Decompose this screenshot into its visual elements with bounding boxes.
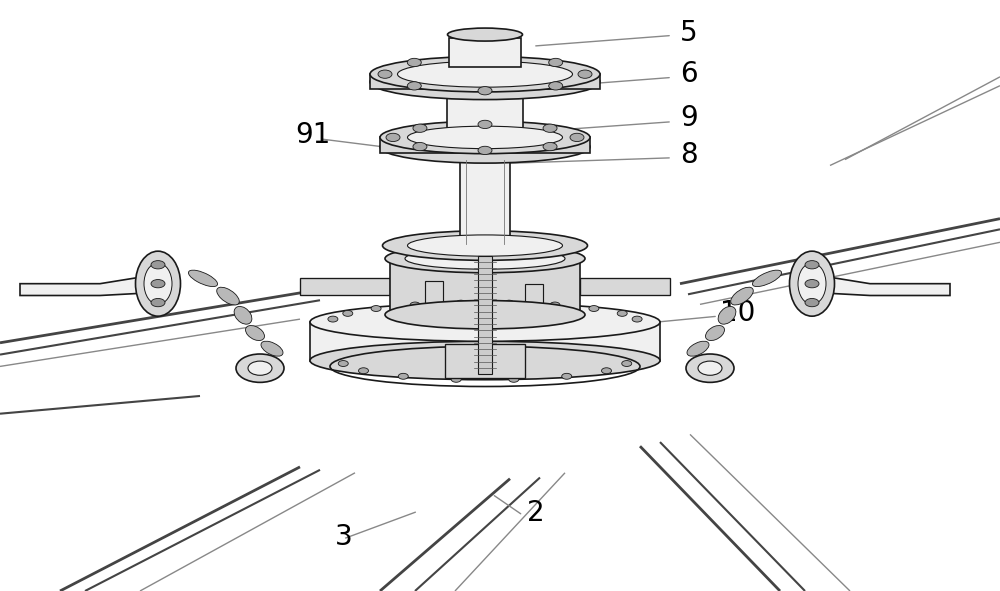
Ellipse shape <box>382 231 588 260</box>
Ellipse shape <box>380 131 590 163</box>
Circle shape <box>407 59 421 67</box>
Circle shape <box>378 70 392 78</box>
Circle shape <box>570 133 584 141</box>
Circle shape <box>549 59 563 67</box>
Circle shape <box>236 354 284 382</box>
Bar <box>370 74 600 89</box>
Text: 8: 8 <box>680 141 698 169</box>
Ellipse shape <box>380 121 590 154</box>
Bar <box>300 278 390 295</box>
Bar <box>380 137 590 152</box>
Ellipse shape <box>310 303 660 342</box>
Ellipse shape <box>144 263 172 304</box>
Ellipse shape <box>408 235 562 256</box>
Text: 9: 9 <box>680 104 698 132</box>
Circle shape <box>602 368 612 374</box>
Text: 91: 91 <box>295 121 330 149</box>
Circle shape <box>805 261 819 269</box>
Polygon shape <box>20 275 155 296</box>
Circle shape <box>622 361 632 366</box>
Circle shape <box>589 306 599 311</box>
Ellipse shape <box>136 251 180 316</box>
Ellipse shape <box>261 341 283 356</box>
Ellipse shape <box>790 251 834 316</box>
Text: 6: 6 <box>680 60 698 88</box>
Ellipse shape <box>687 341 709 356</box>
Ellipse shape <box>752 270 782 287</box>
Circle shape <box>805 298 819 307</box>
Ellipse shape <box>310 342 660 380</box>
Circle shape <box>617 310 627 316</box>
Circle shape <box>698 361 722 375</box>
Bar <box>478 255 492 374</box>
Circle shape <box>386 133 400 141</box>
Ellipse shape <box>188 270 218 287</box>
Ellipse shape <box>706 326 724 340</box>
Circle shape <box>451 376 461 382</box>
Circle shape <box>413 124 427 132</box>
Circle shape <box>456 300 466 306</box>
Text: 2: 2 <box>527 499 545 527</box>
Circle shape <box>328 316 338 322</box>
Circle shape <box>338 361 348 366</box>
Ellipse shape <box>798 263 826 304</box>
Circle shape <box>543 124 557 132</box>
Ellipse shape <box>370 64 600 100</box>
Circle shape <box>151 298 165 307</box>
Bar <box>460 160 510 245</box>
Circle shape <box>805 280 819 288</box>
Circle shape <box>343 310 353 316</box>
Circle shape <box>478 146 492 154</box>
Circle shape <box>410 302 420 308</box>
Circle shape <box>478 54 492 61</box>
Circle shape <box>413 142 427 151</box>
Bar <box>390 259 580 314</box>
Ellipse shape <box>246 326 264 340</box>
Circle shape <box>407 82 421 90</box>
Bar <box>580 278 670 295</box>
Circle shape <box>248 361 272 375</box>
Circle shape <box>478 87 492 95</box>
Ellipse shape <box>217 287 239 305</box>
Circle shape <box>549 82 563 90</box>
Bar <box>447 82 523 134</box>
Ellipse shape <box>385 245 585 273</box>
Ellipse shape <box>385 300 585 329</box>
Circle shape <box>358 368 368 374</box>
Circle shape <box>504 300 514 306</box>
Text: 3: 3 <box>335 522 353 551</box>
Circle shape <box>632 316 642 322</box>
Circle shape <box>562 374 572 379</box>
Circle shape <box>371 306 381 311</box>
Circle shape <box>686 354 734 382</box>
Ellipse shape <box>408 126 562 148</box>
Circle shape <box>398 374 408 379</box>
Ellipse shape <box>405 248 565 269</box>
Polygon shape <box>815 275 950 296</box>
Circle shape <box>151 280 165 288</box>
Ellipse shape <box>234 306 252 324</box>
Circle shape <box>543 142 557 151</box>
Ellipse shape <box>370 56 600 92</box>
Bar <box>525 284 543 325</box>
Circle shape <box>509 376 519 382</box>
Circle shape <box>478 121 492 129</box>
Bar <box>449 37 521 67</box>
Bar <box>310 322 660 361</box>
Ellipse shape <box>718 306 736 324</box>
Circle shape <box>550 302 560 308</box>
Circle shape <box>578 70 592 78</box>
Bar <box>425 281 443 322</box>
Ellipse shape <box>448 28 522 41</box>
Ellipse shape <box>398 61 572 87</box>
Ellipse shape <box>731 287 753 305</box>
Circle shape <box>151 261 165 269</box>
Text: 10: 10 <box>720 299 755 327</box>
Bar <box>445 344 525 378</box>
Text: 5: 5 <box>680 18 698 47</box>
